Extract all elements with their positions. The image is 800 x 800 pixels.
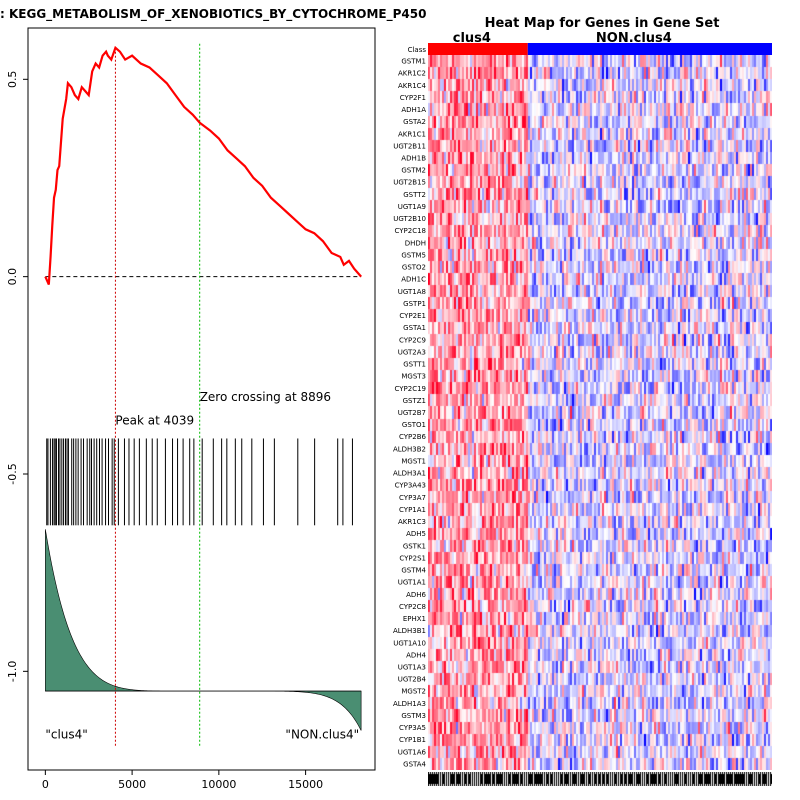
sample-barcode-strip: [428, 772, 772, 786]
gene-label: UGT2A3: [398, 348, 426, 356]
left-class-label: "clus4": [45, 727, 87, 741]
gene-label: CYP2S1: [399, 554, 426, 562]
expression-heatmap-grid: [428, 55, 772, 770]
gene-label: GSTM1: [401, 58, 426, 66]
gene-label: UGT1A3: [398, 663, 426, 671]
gene-label: AKR1C4: [398, 82, 427, 90]
gene-label: UGT2B11: [393, 142, 426, 150]
ranked-metric-area: [45, 529, 362, 731]
gene-label: UGT2B10: [393, 215, 426, 223]
enrichment-score-line: [44, 45, 362, 285]
class-group-label: NON.clus4: [596, 31, 672, 46]
gene-label: GSTT1: [403, 361, 426, 369]
gene-label: UGT1A8: [398, 288, 426, 296]
x-tick-label: 15000: [288, 778, 323, 791]
gene-label: ALDH3B2: [393, 445, 426, 453]
gene-label: DHDH: [405, 239, 426, 247]
gene-label: ADH6: [406, 591, 426, 599]
enrichment-plot-title: : KEGG_METABOLISM_OF_XENOBIOTICS_BY_CYTO…: [0, 7, 426, 22]
gene-label: CYP2C18: [394, 227, 426, 235]
gene-label: GSTM3: [401, 712, 426, 720]
gene-label: ADH1B: [401, 155, 426, 163]
gene-label: CYP2F1: [400, 94, 426, 102]
gene-label: UGT1A10: [393, 639, 426, 647]
gene-label: ADH4: [406, 651, 426, 659]
gene-label: AKR1C2: [398, 70, 426, 78]
heatmap-title: Heat Map for Genes in Gene Set: [485, 16, 720, 31]
gene-label: MGST3: [401, 373, 426, 381]
gene-label: AKR1C1: [398, 130, 426, 138]
gene-label: ALDH3A1: [393, 470, 426, 478]
gene-label: CYP1B1: [399, 736, 426, 744]
gene-label: UGT1A1: [398, 579, 426, 587]
gene-label: GSTM5: [401, 251, 426, 259]
gene-label: CYP3A43: [395, 482, 426, 490]
gene-label: ALDH1A3: [393, 700, 426, 708]
class-bar-clus4: [428, 43, 528, 55]
plot-frame: [27, 27, 376, 771]
gene-label: EPHX1: [403, 615, 426, 623]
gene-label: CYP2E1: [399, 312, 426, 320]
gene-label: GSTO1: [402, 421, 426, 429]
gene-label: CYP2B6: [399, 433, 427, 441]
gene-label: CYP1A1: [399, 506, 426, 514]
class-row-label: Class: [408, 46, 427, 54]
gene-label: GSTM4: [401, 567, 426, 575]
gene-label: CYP3A7: [399, 494, 426, 502]
gene-label: CYP2C19: [394, 385, 426, 393]
x-tick-label: 10000: [201, 778, 236, 791]
gene-label: CYP3A5: [399, 724, 426, 732]
y-tick-label: -1.0: [6, 661, 19, 682]
gene-label: GSTA1: [403, 324, 426, 332]
gene-label: AKR1C3: [398, 518, 426, 526]
gene-label: GSTA2: [403, 118, 426, 126]
y-tick-label: -0.5: [6, 463, 19, 484]
gene-label: GSTP1: [403, 300, 426, 308]
gene-label: GSTA4: [403, 760, 426, 768]
gene-label: GSTZ1: [403, 397, 426, 405]
gene-label: GSTK1: [403, 542, 426, 550]
gene-label: ALDH3B1: [393, 627, 426, 635]
gene-label: GSTO2: [402, 264, 426, 272]
x-tick-label: 0: [42, 778, 49, 791]
gene-label: CYP2C8: [399, 603, 426, 611]
gene-label: MGST1: [401, 457, 426, 465]
y-tick-label: 0.5: [6, 71, 19, 89]
x-tick-label: 5000: [118, 778, 146, 791]
gene-label: CYP2C9: [399, 336, 426, 344]
gene-label: ADH1A: [401, 106, 426, 114]
class-bar-non-clus4: [527, 43, 772, 55]
gene-label: UGT2B15: [393, 179, 426, 187]
gene-label: UGT2B7: [398, 409, 426, 417]
gene-label: GSTM2: [401, 167, 426, 175]
gene-label: UGT1A6: [398, 748, 427, 756]
gene-label: ADH1C: [401, 276, 426, 284]
gene-label: UGT1A9: [398, 203, 426, 211]
gene-label: GSTT2: [403, 191, 426, 199]
gene-label: ADH5: [406, 530, 426, 538]
zero-crossing-label: Zero crossing at 8896: [200, 390, 331, 404]
gene-label: MGST2: [401, 688, 426, 696]
y-tick-label: 0.0: [6, 268, 19, 286]
gene-label: UGT2B4: [398, 676, 427, 684]
class-group-label: clus4: [453, 31, 491, 46]
right-class-label: "NON.clus4": [285, 727, 359, 741]
peak-label: Peak at 4039: [115, 414, 194, 428]
